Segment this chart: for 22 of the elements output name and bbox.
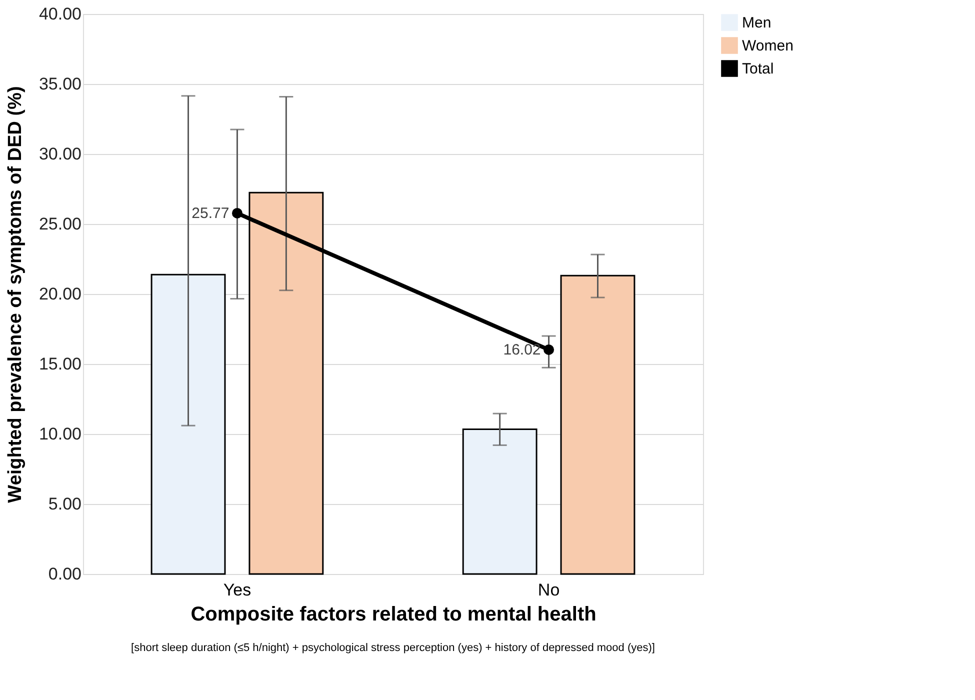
y-tick-label: 40.00	[38, 4, 82, 24]
y-tick-label: 35.00	[38, 74, 82, 94]
y-tick-label: 20.00	[38, 284, 82, 304]
text: [short sleep duration (≤5 h/night) + psychological stress perception (yes) + history of depressed mood (yes)]	[131, 642, 655, 654]
bar	[462, 428, 538, 575]
data-label: 25.77	[192, 205, 230, 222]
legend-label: Men	[742, 14, 772, 32]
legend-label: Total	[742, 60, 774, 78]
y-tick-label: 5.00	[48, 494, 82, 514]
bar	[150, 274, 226, 575]
y-tick-label: 0.00	[48, 564, 82, 584]
bar	[560, 274, 636, 575]
y-tick-label: 25.00	[38, 214, 82, 234]
x-tick-label: No	[538, 580, 560, 600]
x-axis-title: Composite factors related to mental health	[190, 604, 596, 626]
y-tick-label: 10.00	[38, 424, 82, 444]
y-tick-label: 15.00	[38, 354, 82, 374]
y-axis-title: Weighted prevalence of symptoms of DED (%)	[4, 86, 26, 503]
y-tick-label: 30.00	[38, 144, 82, 164]
legend-label: Women	[742, 38, 794, 54]
x-tick-label: Yes	[223, 580, 252, 600]
data-label: 16.02	[503, 342, 541, 359]
